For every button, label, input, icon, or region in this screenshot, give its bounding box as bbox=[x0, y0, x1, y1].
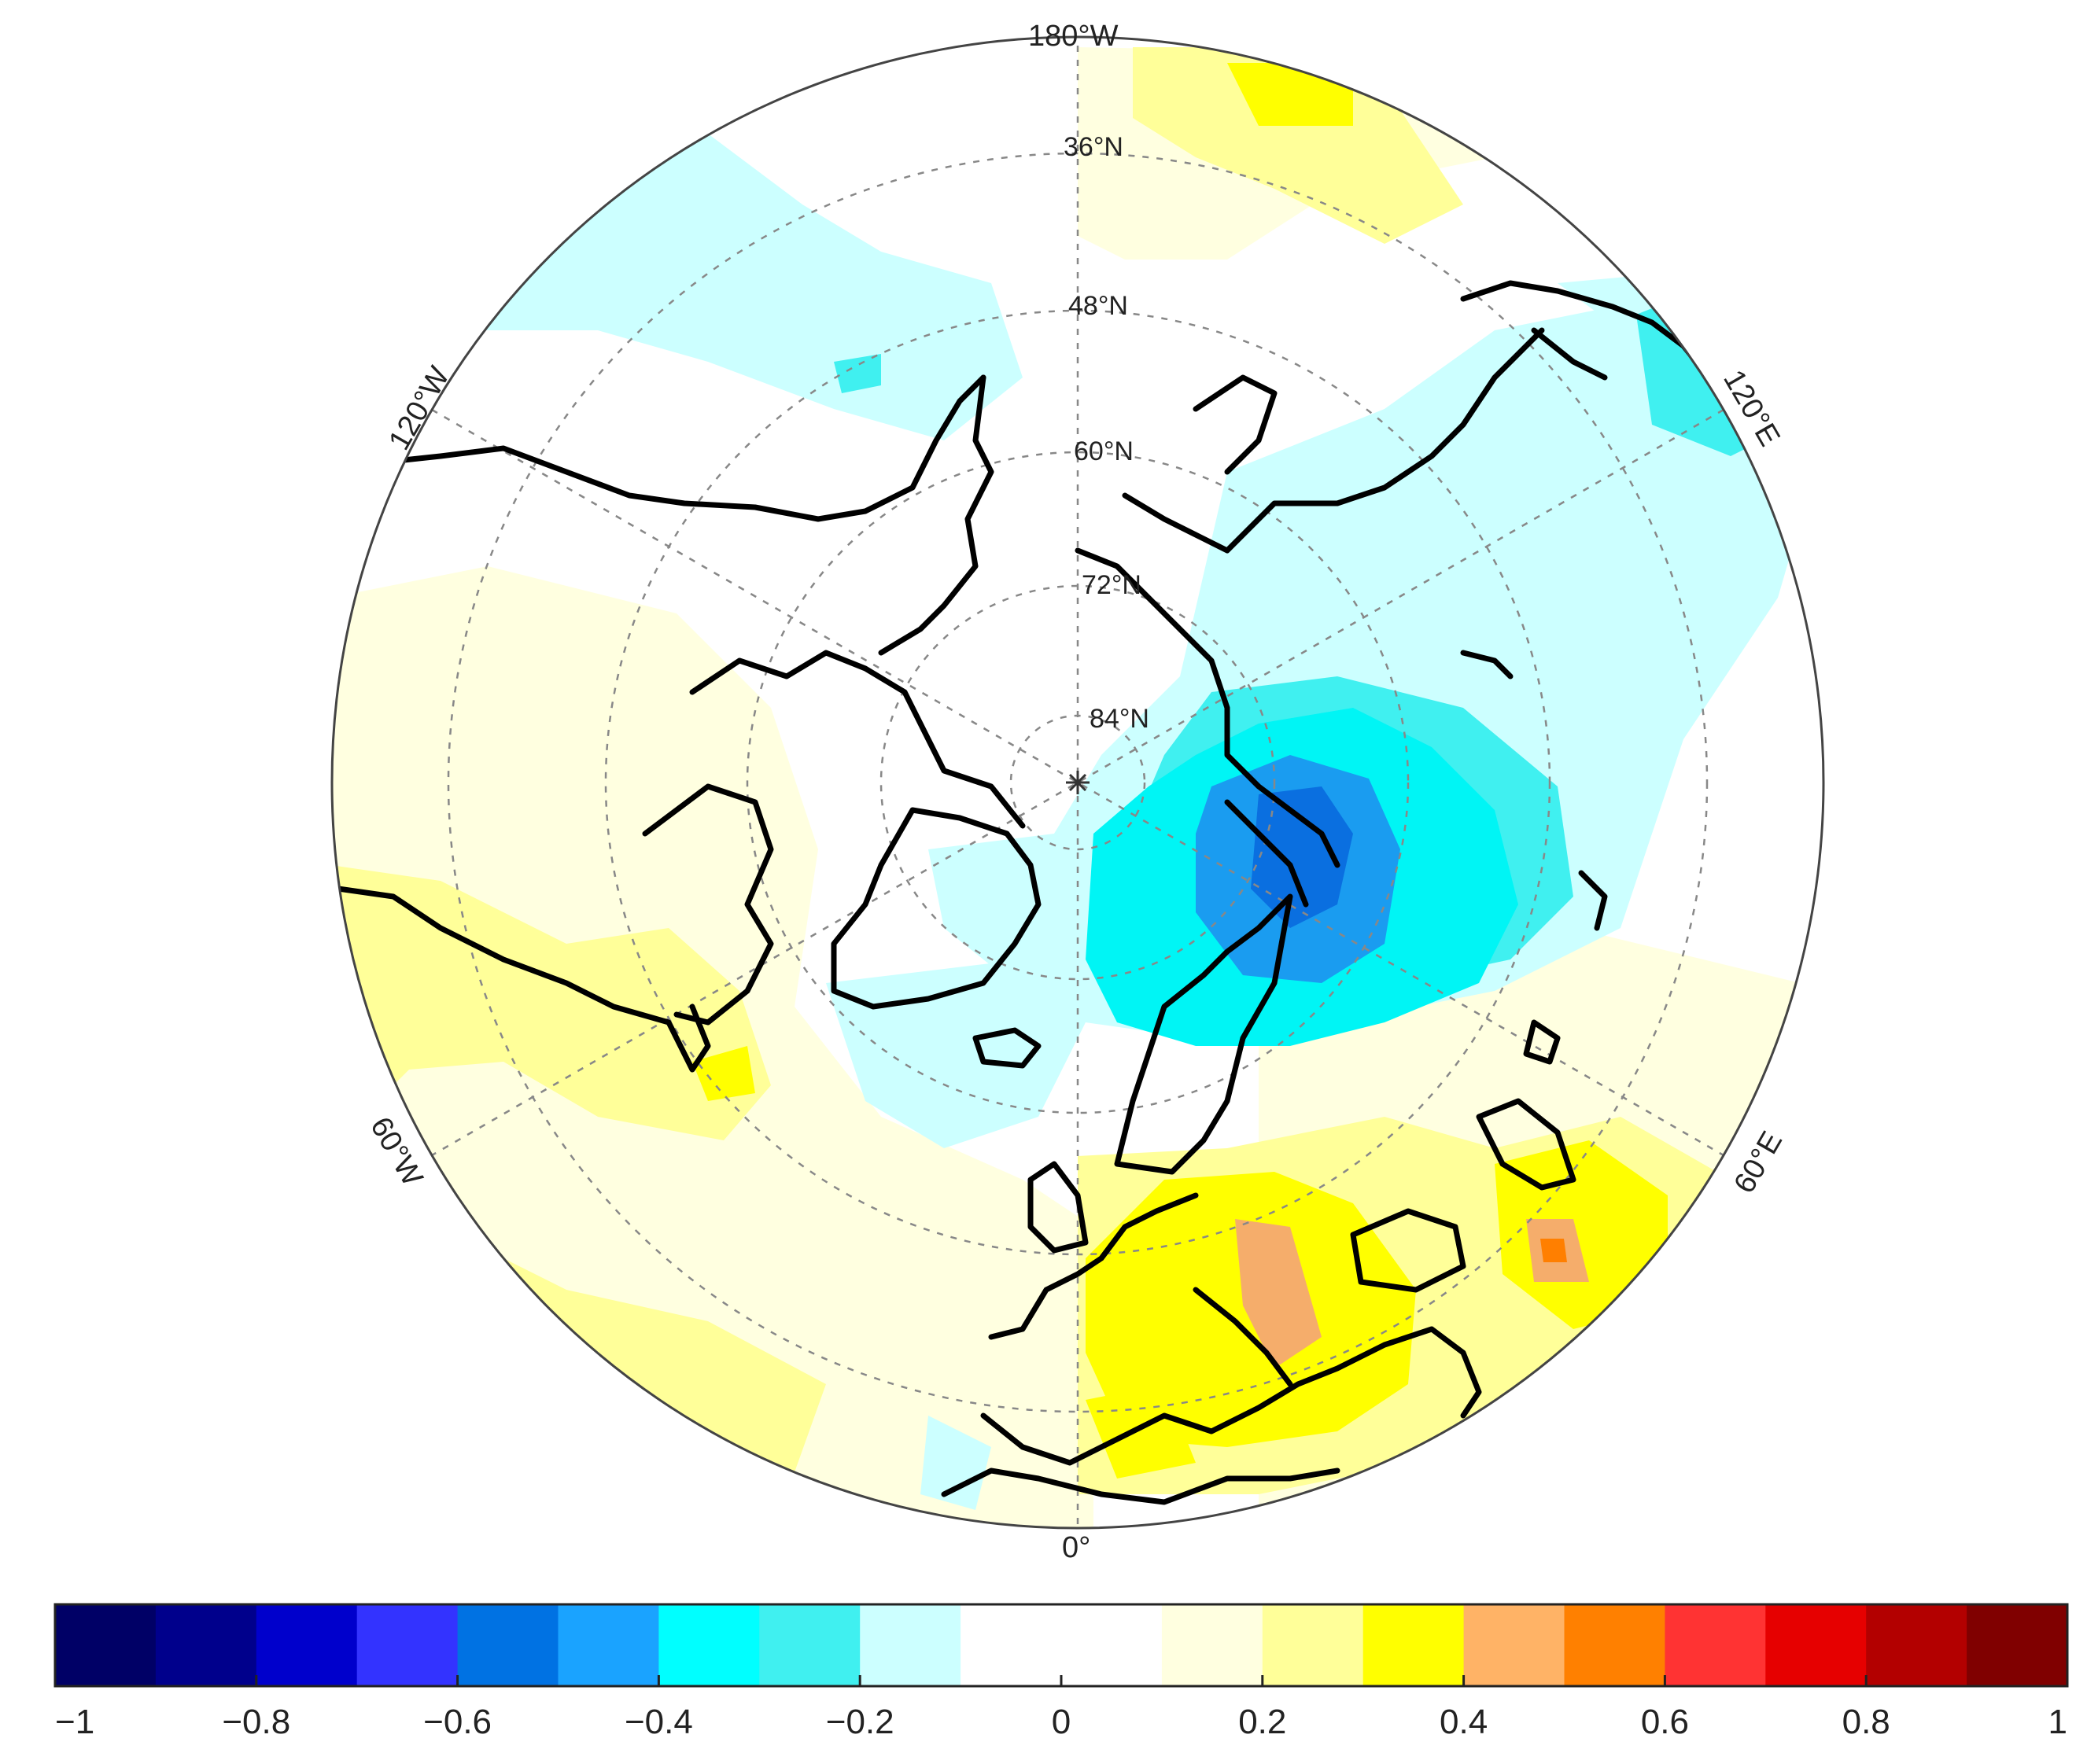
colorbar-swatch bbox=[1765, 1604, 1867, 1686]
colorbar-tick-label: −0.6 bbox=[423, 1703, 492, 1741]
coastline-caspian bbox=[1476, 1098, 1576, 1191]
colorbar-swatch bbox=[457, 1604, 559, 1686]
colorbar-tick-label: 0.4 bbox=[1440, 1703, 1488, 1741]
colorbar-swatch bbox=[1161, 1604, 1263, 1686]
lat-label-48N: 48°N bbox=[1068, 291, 1128, 321]
anomaly-blue-dark bbox=[1251, 786, 1353, 928]
coastline-greenland bbox=[831, 807, 1042, 1010]
coastline-black-sea bbox=[1350, 1208, 1466, 1293]
colorbar-swatches bbox=[55, 1604, 2068, 1686]
colorbar-swatch bbox=[155, 1604, 257, 1686]
colorbar-swatch bbox=[1564, 1604, 1665, 1686]
lat-label-36N: 36°N bbox=[1064, 132, 1123, 162]
map-boundary bbox=[330, 35, 1825, 1530]
latitude-labels: 36°N 48°N 60°N 72°N 84°N bbox=[1064, 132, 1149, 734]
colorbar-swatch bbox=[558, 1604, 659, 1686]
colorbar-tick-label: −0.2 bbox=[826, 1703, 894, 1741]
colorbar-swatch bbox=[860, 1604, 961, 1686]
coastline-caspian-east bbox=[1578, 870, 1608, 931]
coastline-mediterranean bbox=[980, 1326, 1482, 1466]
coastline-canadian-archipelago bbox=[689, 650, 1026, 829]
coastline-north-america-pacific bbox=[332, 374, 986, 522]
colorbar: −1 −0.8 −0.6 −0.4 −0.2 0 0.2 0.4 0.6 0.8 1 bbox=[53, 1603, 2069, 1741]
pole-marker bbox=[1066, 771, 1090, 794]
colorbar-tick-label: 0.8 bbox=[1842, 1703, 1890, 1741]
coastline-north-africa bbox=[941, 1468, 1340, 1505]
anomaly-tan bbox=[1235, 1219, 1322, 1368]
coastline-british-isles bbox=[1027, 1161, 1089, 1254]
coastline-kamchatka bbox=[1193, 374, 1278, 475]
lat-label-84N: 84°N bbox=[1090, 704, 1149, 734]
colorbar-swatch bbox=[759, 1604, 861, 1686]
colorbar-tick-label: 1 bbox=[2048, 1703, 2067, 1741]
anomaly-bright-yellow bbox=[692, 1046, 755, 1101]
anomaly-light-cyan bbox=[920, 1416, 991, 1510]
lon-label-0: 0° bbox=[1062, 1531, 1090, 1564]
coastline-japan bbox=[1531, 327, 1608, 381]
colorbar-ticks: −1 −0.8 −0.6 −0.4 −0.2 0 0.2 0.4 0.6 0.8 1 bbox=[53, 1675, 2069, 1741]
coastline-iceland bbox=[972, 1027, 1042, 1069]
anomaly-orange bbox=[1540, 1239, 1567, 1262]
parallel-36N bbox=[447, 152, 1709, 1413]
coastline-eurasia-arctic bbox=[1075, 547, 1340, 868]
colorbar-swatch bbox=[256, 1604, 358, 1686]
colorbar-swatch bbox=[1362, 1604, 1465, 1686]
colorbar-swatch bbox=[961, 1604, 1062, 1686]
colorbar-tick-label: 0 bbox=[1052, 1703, 1071, 1741]
coastline-siberia-arctic bbox=[1122, 327, 1545, 554]
colorbar-swatch bbox=[1866, 1604, 1967, 1686]
lat-label-60N: 60°N bbox=[1074, 436, 1134, 466]
anomaly-yellow bbox=[332, 865, 771, 1140]
parallel-60N bbox=[746, 451, 1410, 1114]
anomaly-bright-yellow bbox=[1086, 1384, 1196, 1479]
colorbar-swatch bbox=[1665, 1604, 1766, 1686]
coastlines bbox=[332, 280, 1773, 1505]
colorbar-tick-label: −0.8 bbox=[222, 1703, 290, 1741]
coastline-europe-west bbox=[988, 1192, 1199, 1340]
coastline-aral bbox=[1523, 1019, 1561, 1065]
coastline-lake-baikal bbox=[1460, 650, 1514, 679]
colorbar-tick-label: 0.2 bbox=[1238, 1703, 1286, 1741]
colorbar-tick-label: 0.6 bbox=[1641, 1703, 1689, 1741]
colorbar-tick-label: −1 bbox=[55, 1703, 94, 1741]
coastline-alaska-arctic bbox=[878, 374, 994, 656]
colorbar-swatch bbox=[356, 1604, 459, 1686]
lon-label-180W: 180°W bbox=[1028, 20, 1119, 53]
lat-label-72N: 72°N bbox=[1082, 570, 1141, 600]
colorbar-swatch bbox=[1061, 1604, 1163, 1686]
coastline-scandinavia bbox=[1114, 893, 1293, 1175]
colorbar-swatch bbox=[1967, 1604, 2068, 1686]
coastline-italy bbox=[1193, 1287, 1293, 1387]
coastline-east-north-america bbox=[335, 886, 711, 1073]
colorbar-swatch bbox=[1463, 1604, 1565, 1686]
colorbar-swatch bbox=[1262, 1604, 1364, 1686]
anomaly-cyan-light bbox=[834, 354, 881, 393]
map-disc bbox=[332, 37, 1823, 1528]
coastline-novaya-zemlya bbox=[1224, 799, 1309, 908]
colorbar-swatch bbox=[658, 1604, 760, 1686]
colorbar-tick-label: −0.4 bbox=[625, 1703, 693, 1741]
colorbar-swatch bbox=[55, 1604, 157, 1686]
lon-label-60E: 60°E bbox=[1727, 1126, 1789, 1199]
coastline-hudson-bay bbox=[642, 783, 774, 1026]
